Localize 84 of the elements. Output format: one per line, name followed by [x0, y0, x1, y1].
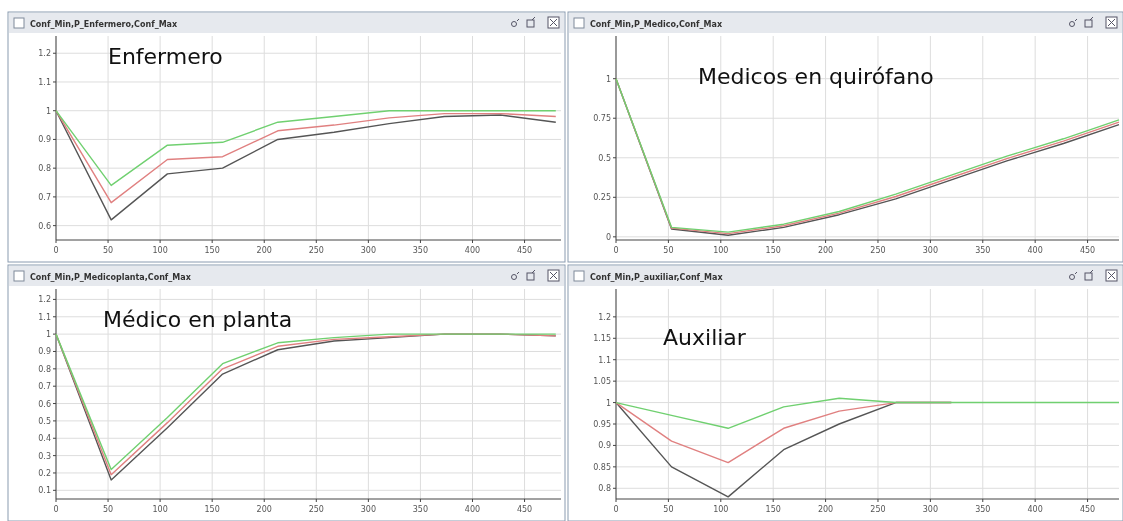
x-tick-label: 400 — [1027, 246, 1043, 255]
y-tick-label: 0.4 — [38, 434, 51, 444]
y-tick-label: 0.8 — [38, 364, 51, 374]
text: Auxiliar — [663, 325, 747, 350]
text: Medicos en quirófano — [698, 64, 934, 89]
x-tick-label: 150 — [204, 505, 220, 514]
y-tick-label: 0.5 — [598, 153, 611, 163]
x-tick-label: 250 — [308, 246, 324, 255]
y-tick-label: 0.9 — [38, 347, 51, 357]
chart-subtitle: Enfermero — [108, 44, 223, 69]
x-tick-label: 50 — [663, 505, 674, 514]
x-tick-label: 350 — [412, 246, 429, 255]
x-tick-label: 200 — [817, 505, 834, 514]
y-tick-label: 0.95 — [593, 420, 611, 429]
x-tick-label: 300 — [360, 505, 377, 514]
y-tick-label: 1.2 — [598, 312, 611, 322]
line-series — [55, 110, 557, 204]
y-tick-label: 0.6 — [38, 221, 51, 231]
y-tick-label: 1 — [605, 74, 611, 84]
y-tick-label: 1.15 — [593, 334, 611, 344]
line-series — [55, 110, 557, 187]
x-tick-label: 300 — [922, 246, 939, 255]
text: Médico en planta — [103, 307, 293, 332]
x-tick-label: 350 — [975, 505, 991, 514]
x-tick-label: 0 — [613, 505, 619, 514]
y-tick-label: 1.1 — [38, 77, 51, 87]
x-tick-label: 150 — [765, 505, 781, 514]
x-tick-label: 200 — [817, 246, 834, 255]
x-tick-label: 0 — [53, 505, 59, 514]
x-tick-label: 50 — [102, 246, 114, 255]
chart-title: Conf_Min,P_Medicoplanta,Conf_Max — [30, 273, 192, 282]
x-tick-label: 450 — [516, 246, 533, 255]
y-tick-label: 0.75 — [593, 114, 611, 124]
y-tick-label: 0.7 — [38, 382, 51, 392]
x-tick-label: 250 — [870, 246, 886, 255]
y-tick-label: 0.8 — [598, 484, 611, 494]
y-tick-label: 0.1 — [38, 486, 51, 496]
y-tick-label: 1 — [605, 398, 611, 408]
y-tick-label: 0.9 — [598, 441, 611, 451]
x-tick-label: 300 — [922, 505, 939, 514]
y-tick-label: 0.7 — [38, 192, 51, 202]
y-tick-label: 0.2 — [38, 468, 51, 478]
y-tick-label: 1 — [45, 106, 51, 116]
y-tick-label: 0.8 — [38, 164, 51, 174]
y-tick-label: 0.85 — [593, 462, 611, 472]
x-tick-label: 400 — [464, 505, 481, 514]
y-tick-label: 1.2 — [38, 49, 51, 59]
y-tick-label: 1 — [45, 330, 51, 340]
line-series — [615, 397, 1120, 429]
chart-title: Conf_Min,P_Medico,Conf_Max — [590, 20, 723, 29]
x-tick-label: 150 — [204, 246, 220, 255]
y-tick-label: 0.9 — [38, 135, 51, 145]
x-tick-label: 100 — [713, 246, 729, 255]
y-tick-label: 1.05 — [593, 377, 611, 387]
y-tick-label: 0.3 — [38, 451, 51, 461]
y-tick-label: 1.2 — [38, 295, 51, 305]
y-tick-label: 0.5 — [38, 416, 51, 426]
x-tick-label: 200 — [256, 246, 272, 255]
x-tick-label: 50 — [663, 246, 674, 255]
x-tick-label: 300 — [360, 246, 377, 255]
y-tick-label: 1.1 — [38, 312, 51, 322]
x-tick-label: 0 — [613, 246, 619, 255]
y-tick-label: 0 — [605, 232, 611, 242]
x-tick-label: 100 — [713, 505, 729, 514]
x-tick-label: 350 — [412, 505, 429, 514]
x-tick-label: 200 — [256, 505, 272, 514]
x-tick-label: 250 — [308, 505, 324, 514]
x-tick-label: 150 — [765, 246, 781, 255]
x-tick-label: 450 — [1079, 505, 1096, 514]
x-tick-label: 250 — [870, 505, 886, 514]
x-tick-label: 450 — [516, 505, 533, 514]
x-tick-label: 0 — [53, 246, 59, 255]
x-tick-label: 50 — [102, 505, 114, 514]
x-tick-label: 450 — [1079, 246, 1096, 255]
x-tick-label: 400 — [464, 246, 481, 255]
x-tick-label: 400 — [1027, 505, 1043, 514]
chart-title: Conf_Min,P_Enfermero,Conf_Max — [30, 20, 178, 29]
x-tick-label: 100 — [152, 246, 168, 255]
y-tick-label: 0.25 — [593, 193, 611, 203]
x-tick-label: 350 — [975, 246, 991, 255]
x-tick-label: 100 — [152, 505, 168, 514]
y-tick-label: 1.1 — [598, 355, 611, 365]
y-tick-label: 0.6 — [38, 399, 51, 409]
chart-title: Conf_Min,P_auxiliar,Conf_Max — [590, 273, 724, 282]
